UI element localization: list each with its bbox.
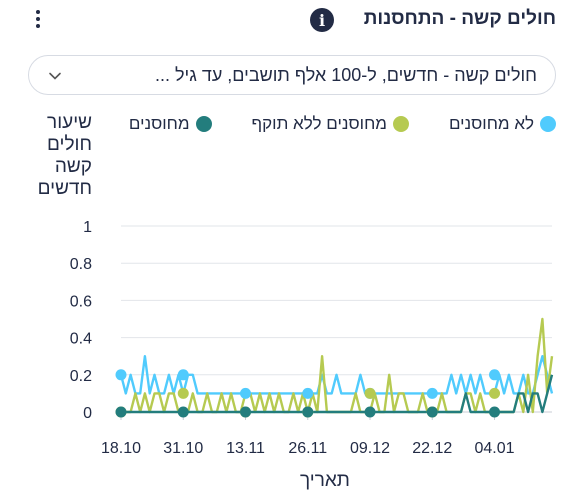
legend-item-vaccinated[interactable]: מחוסנים bbox=[129, 114, 212, 134]
marker-unvaccinated[interactable] bbox=[240, 387, 252, 399]
marker-vaccinated[interactable] bbox=[364, 406, 376, 418]
marker-vaccinated[interactable] bbox=[240, 406, 252, 418]
marker-unvaccinated[interactable] bbox=[302, 387, 314, 399]
legend-dot-expired bbox=[392, 116, 409, 132]
y-tick-label: 1 bbox=[83, 219, 92, 236]
y-tick-label: 0.2 bbox=[70, 368, 92, 385]
x-tick-label: 31.10 bbox=[163, 440, 203, 457]
legend-label-vaccinated: מחוסנים bbox=[128, 114, 190, 133]
series-line-unvaccinated bbox=[119, 355, 554, 395]
marker-expired[interactable] bbox=[364, 387, 376, 399]
x-tick-label: 18.10 bbox=[101, 440, 141, 457]
x-tick-labels: 18.10 31.10 13.11 26.11 09.12 22.12 04.01 bbox=[101, 412, 515, 457]
legend-label-expired: מחוסנים ללא תוקף bbox=[251, 114, 387, 133]
info-icon[interactable]: i bbox=[310, 8, 334, 32]
marker-unvaccinated[interactable] bbox=[177, 369, 189, 381]
legend-item-unvaccinated[interactable]: לא מחוסנים bbox=[449, 114, 556, 134]
dropdown-selected-value: חולים קשה - חדשים, ל-100 אלף תושבים, עד … bbox=[155, 65, 537, 85]
x-tick-label: 22.12 bbox=[412, 440, 452, 457]
legend: לא מחוסנים מחוסנים ללא תוקף מחוסנים bbox=[129, 114, 556, 134]
legend-label-unvaccinated: לא מחוסנים bbox=[448, 114, 534, 133]
x-tick-label: 04.01 bbox=[475, 440, 515, 457]
marker-vaccinated[interactable] bbox=[302, 406, 314, 418]
y-tick-label: 0.8 bbox=[70, 256, 92, 273]
y-tick-label: 0 bbox=[83, 405, 92, 422]
marker-unvaccinated[interactable] bbox=[426, 387, 438, 399]
marker-expired[interactable] bbox=[489, 387, 501, 399]
x-axis-label: תאריך bbox=[300, 470, 350, 491]
metric-dropdown[interactable]: חולים קשה - חדשים, ל-100 אלף תושבים, עד … bbox=[28, 55, 556, 95]
legend-dot-vaccinated bbox=[195, 116, 212, 132]
marker-vaccinated[interactable] bbox=[115, 406, 127, 418]
series-lines bbox=[119, 317, 554, 414]
legend-dot-unvaccinated bbox=[540, 116, 556, 132]
y-tick-labels: 0 0.2 0.4 0.6 0.8 1 bbox=[70, 219, 92, 422]
series-line-vaccinated bbox=[121, 374, 554, 414]
kebab-menu-icon[interactable] bbox=[34, 8, 42, 32]
marker-unvaccinated[interactable] bbox=[489, 369, 501, 381]
x-tick-label: 09.12 bbox=[350, 440, 390, 457]
x-tick-label: 13.11 bbox=[226, 440, 265, 457]
chevron-down-icon bbox=[49, 72, 61, 80]
y-tick-label: 0.4 bbox=[70, 331, 92, 348]
marker-vaccinated[interactable] bbox=[489, 406, 501, 418]
marker-unvaccinated[interactable] bbox=[115, 369, 127, 381]
y-tick-label: 0.6 bbox=[70, 293, 92, 310]
series-markers bbox=[115, 369, 501, 418]
marker-vaccinated[interactable] bbox=[177, 406, 189, 418]
y-axis-label: שיעור חולים קשה חדשים bbox=[37, 112, 92, 199]
card-title: חולים קשה - התחסנות bbox=[363, 8, 556, 29]
card-header: i חולים קשה - התחסנות bbox=[0, 0, 582, 40]
marker-vaccinated[interactable] bbox=[426, 406, 438, 418]
marker-expired[interactable] bbox=[177, 387, 189, 399]
legend-item-expired[interactable]: מחוסנים ללא תוקף bbox=[252, 114, 409, 134]
x-tick-label: 26.11 bbox=[288, 440, 327, 457]
